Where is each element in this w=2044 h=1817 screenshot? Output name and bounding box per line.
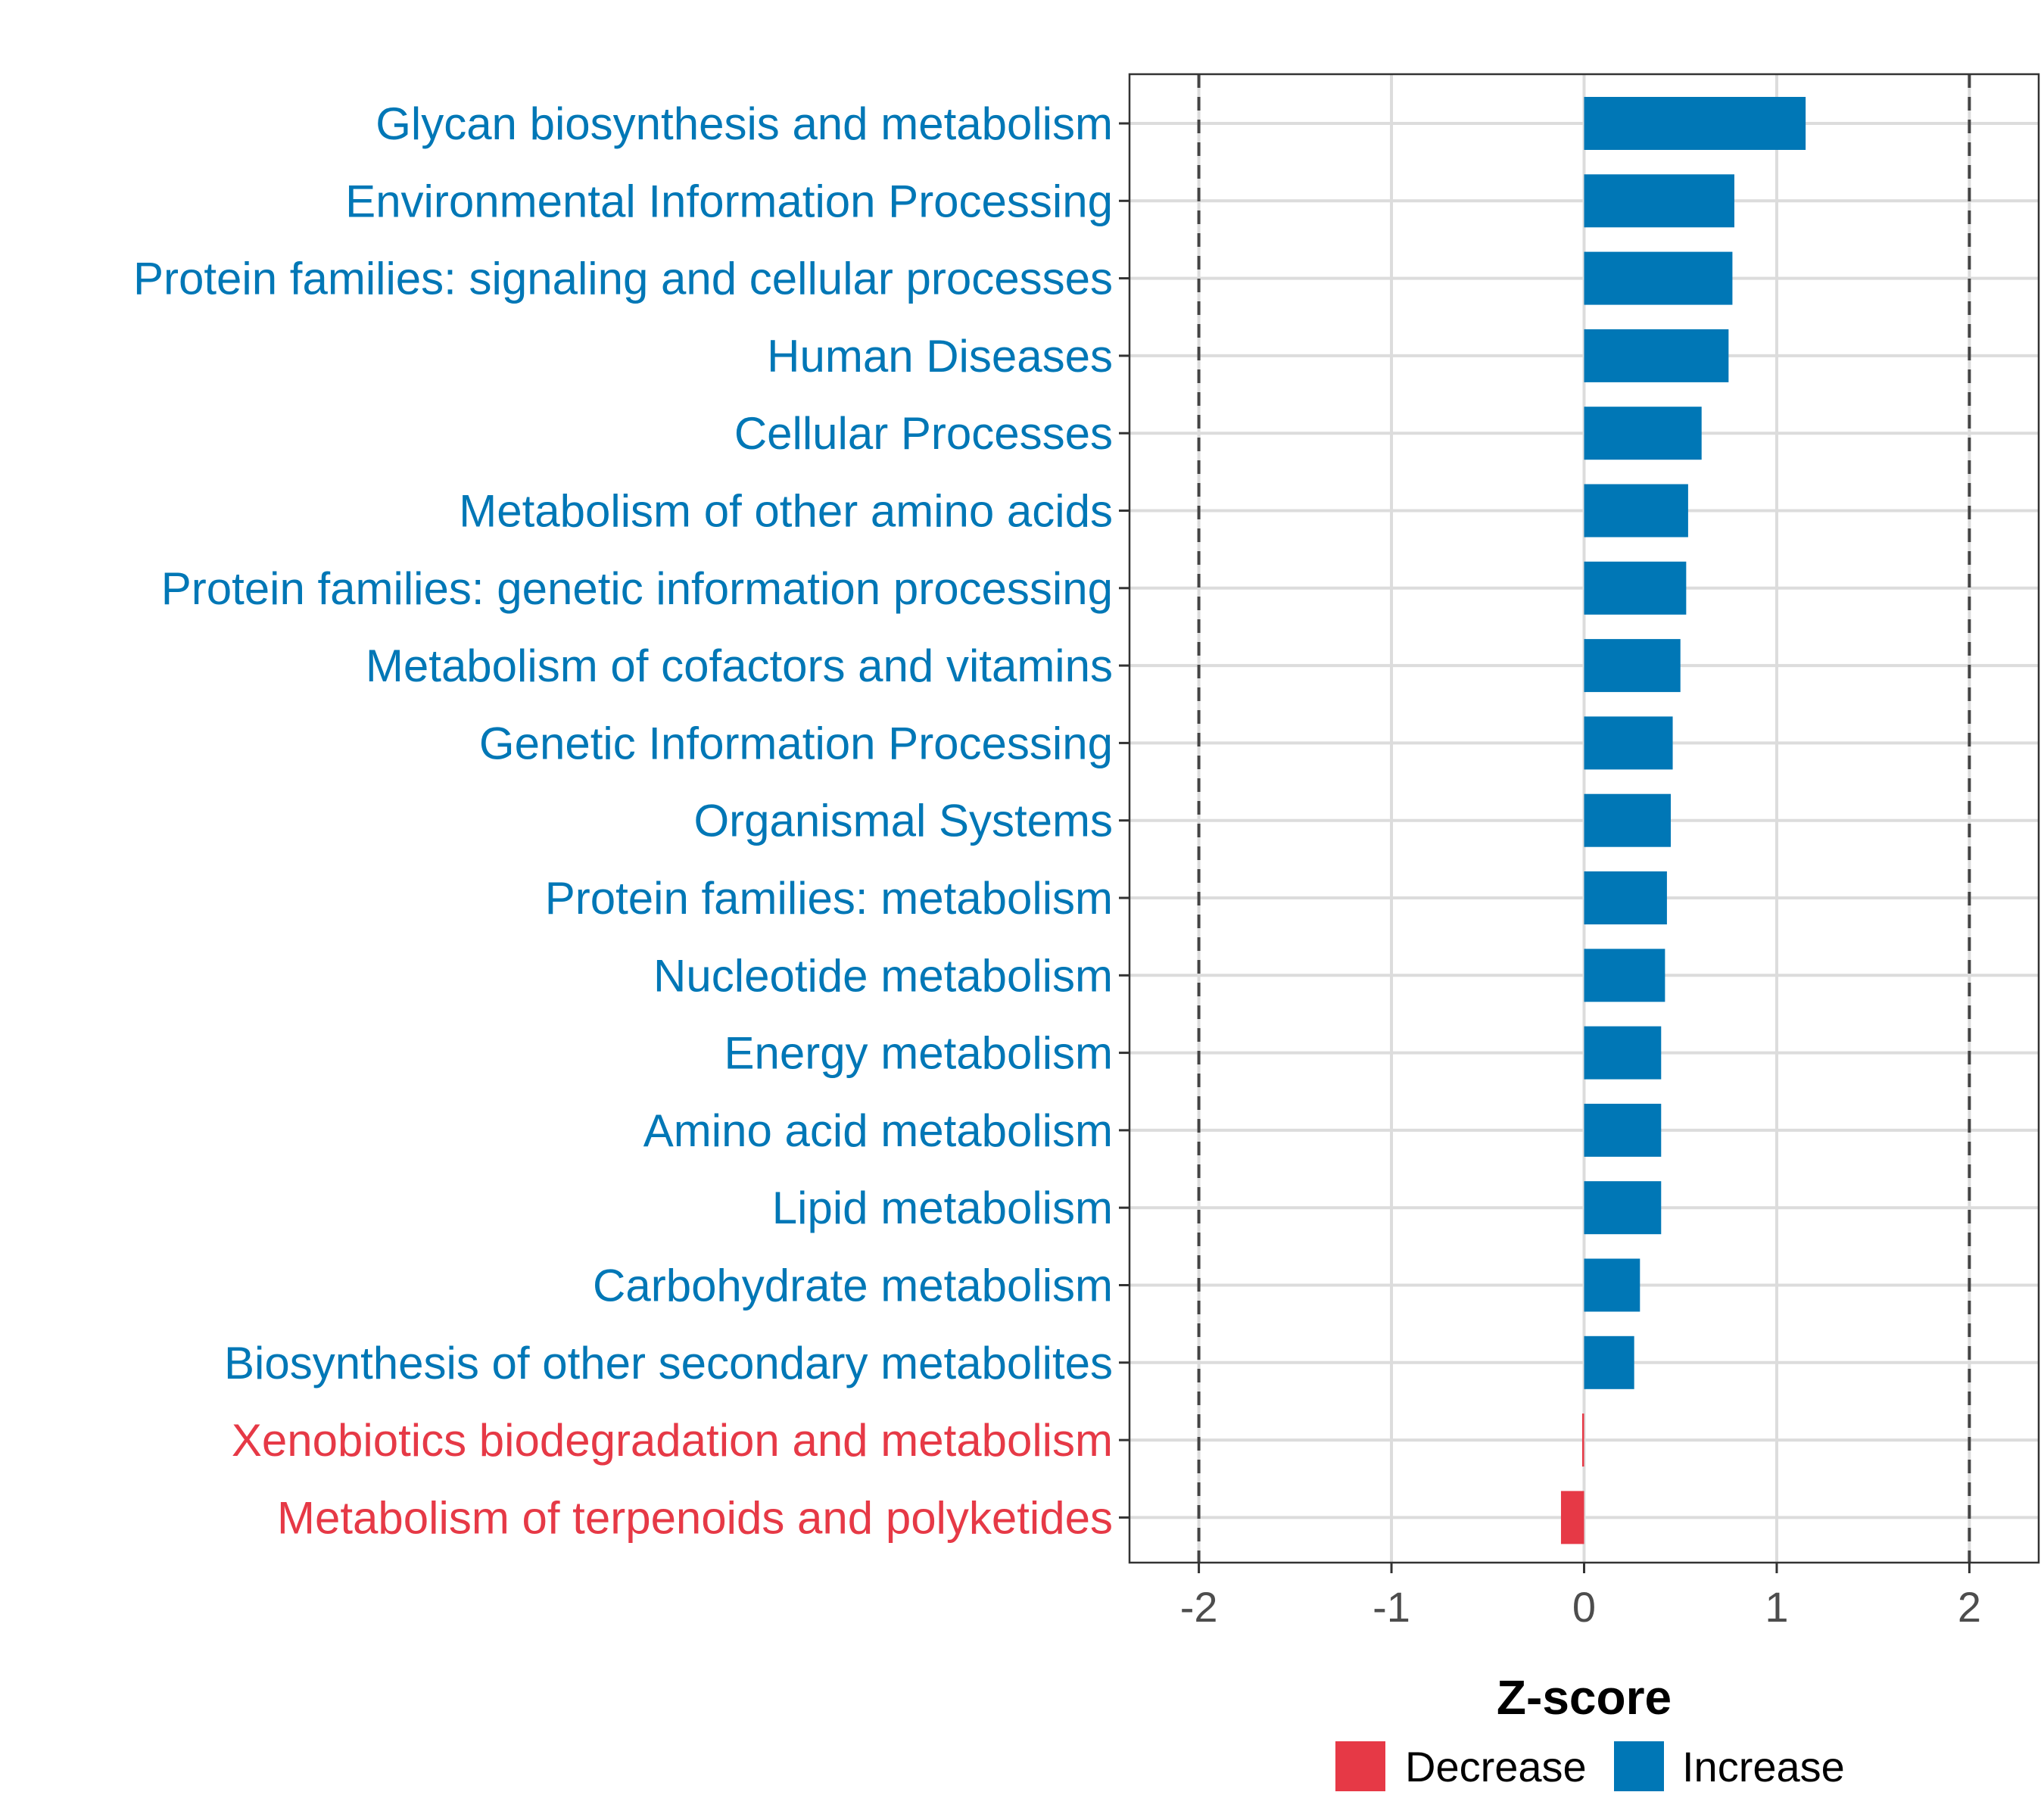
y-tick-label: Nucleotide metabolism xyxy=(653,950,1113,1001)
y-tick-label: Metabolism of terpenoids and polyketides xyxy=(277,1492,1113,1543)
y-tick-label: Xenobiotics biodegradation and metabolis… xyxy=(232,1415,1113,1466)
bar xyxy=(1584,1258,1640,1312)
bar xyxy=(1584,484,1688,538)
bar xyxy=(1584,1103,1662,1157)
bar xyxy=(1584,407,1702,460)
y-tick-label: Genetic Information Processing xyxy=(479,718,1113,768)
bars xyxy=(1560,97,1806,1544)
bar xyxy=(1584,871,1667,924)
y-axis-ticks xyxy=(1119,122,1129,1519)
y-tick-label: Lipid metabolism xyxy=(772,1183,1113,1233)
y-tick-label: Metabolism of cofactors and vitamins xyxy=(366,640,1113,691)
legend-swatch xyxy=(1614,1741,1664,1791)
y-tick-label: Cellular Processes xyxy=(734,408,1113,459)
bar xyxy=(1584,251,1733,305)
x-axis-ticks xyxy=(1198,1563,1971,1573)
legend: Decrease Increase xyxy=(1335,1741,1845,1791)
y-axis-category-labels: Glycan biosynthesis and metabolism Enviro… xyxy=(133,98,1113,1543)
y-tick-label: Protein families: metabolism xyxy=(545,873,1113,924)
legend-label: Increase xyxy=(1682,1743,1845,1791)
x-axis-tick-labels: -2 -1 0 1 2 xyxy=(1180,1583,1981,1631)
y-tick-label: Carbohydrate metabolism xyxy=(593,1261,1113,1311)
x-tick-label: 1 xyxy=(1765,1583,1788,1631)
bar xyxy=(1584,97,1806,150)
y-tick-label: Glycan biosynthesis and metabolism xyxy=(375,98,1113,149)
legend-swatch xyxy=(1335,1741,1385,1791)
bar xyxy=(1584,639,1681,693)
bar xyxy=(1581,1413,1584,1467)
bar xyxy=(1584,793,1672,847)
y-tick-label: Human Diseases xyxy=(767,331,1113,382)
y-tick-label: Metabolism of other amino acids xyxy=(459,486,1113,537)
y-tick-label: Energy metabolism xyxy=(724,1028,1113,1079)
x-tick-label: -2 xyxy=(1180,1583,1218,1631)
bar xyxy=(1584,1026,1662,1080)
x-tick-label: 2 xyxy=(1958,1583,1981,1631)
bar xyxy=(1560,1491,1584,1544)
bar xyxy=(1584,716,1673,770)
legend-label: Decrease xyxy=(1405,1743,1587,1791)
x-tick-label: -1 xyxy=(1373,1583,1410,1631)
x-axis-title: Z-score xyxy=(1497,1670,1672,1725)
y-tick-label: Protein families: genetic information pr… xyxy=(161,563,1113,614)
y-tick-label: Amino acid metabolism xyxy=(643,1105,1113,1156)
bar xyxy=(1584,949,1665,1002)
y-tick-label: Organismal Systems xyxy=(694,796,1113,846)
y-tick-label: Protein families: signaling and cellular… xyxy=(133,254,1113,304)
y-tick-label: Environmental Information Processing xyxy=(345,176,1113,226)
bar xyxy=(1584,1181,1662,1235)
bar xyxy=(1584,174,1734,228)
bar xyxy=(1584,329,1729,382)
x-tick-label: 0 xyxy=(1572,1583,1596,1631)
bar xyxy=(1584,561,1687,615)
y-tick-label: Biosynthesis of other secondary metaboli… xyxy=(224,1338,1113,1388)
bar xyxy=(1584,1335,1634,1389)
